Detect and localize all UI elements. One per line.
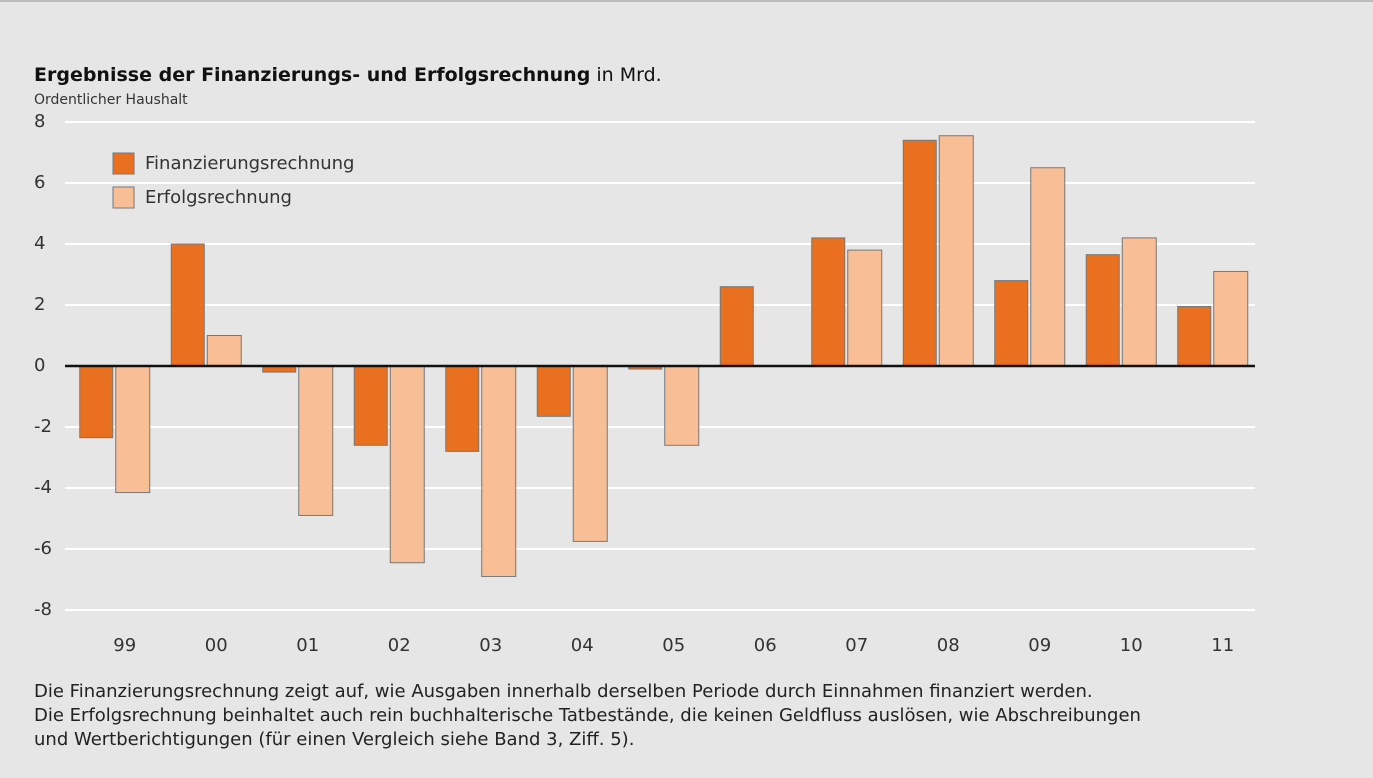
y-tick-label: 4 [34, 233, 45, 254]
x-tick-label: 09 [1028, 635, 1051, 656]
chart-title: Ergebnisse der Finanzierungs- und Erfolg… [34, 64, 662, 86]
bar [811, 237, 846, 367]
bar [536, 365, 571, 417]
x-tick-label: 06 [754, 635, 777, 656]
x-tick-label: 07 [845, 635, 868, 656]
bar [847, 249, 883, 367]
legend-label: Erfolgsrechnung [145, 187, 292, 208]
y-tick-label: -4 [34, 477, 52, 498]
bar [115, 365, 151, 494]
y-tick-label: -2 [34, 416, 52, 437]
footnote: und Wertberichtigungen (für einen Vergle… [34, 729, 634, 750]
x-tick-label: 11 [1211, 635, 1234, 656]
footnote: Die Erfolgsrechnung beinhaltet auch rein… [34, 705, 1141, 726]
bar [1213, 270, 1249, 367]
footnote: Die Finanzierungsrechnung zeigt auf, wie… [34, 681, 1093, 702]
y-tick-label: 0 [34, 355, 45, 376]
bar [572, 365, 608, 542]
title-unit: in Mrd. [596, 64, 661, 86]
y-tick-label: 6 [34, 172, 45, 193]
bar [664, 365, 700, 446]
y-tick-label: 2 [34, 294, 45, 315]
bar [206, 335, 242, 367]
bar [353, 365, 388, 446]
x-tick-label: 03 [479, 635, 502, 656]
legend-swatch [112, 186, 135, 209]
bar [445, 365, 480, 452]
x-tick-label: 04 [571, 635, 594, 656]
bar [481, 365, 517, 577]
x-tick-label: 08 [937, 635, 960, 656]
title-main: Ergebnisse der Finanzierungs- und Erfolg… [34, 64, 590, 86]
x-tick-label: 99 [113, 635, 136, 656]
bar [1085, 254, 1120, 367]
x-tick-label: 01 [296, 635, 319, 656]
y-tick-label: -6 [34, 538, 52, 559]
bar [389, 365, 425, 564]
bar [1030, 167, 1066, 367]
bar [994, 280, 1029, 367]
bar [1121, 237, 1157, 367]
bar [938, 135, 974, 367]
bar [170, 243, 205, 367]
bar [1177, 306, 1212, 367]
x-tick-label: 02 [388, 635, 411, 656]
legend-swatch [112, 152, 135, 175]
bar [902, 139, 937, 367]
y-tick-label: -8 [34, 599, 52, 620]
bar [298, 365, 334, 516]
legend-label: Finanzierungsrechnung [145, 153, 354, 174]
bar [79, 365, 114, 439]
x-tick-label: 00 [205, 635, 228, 656]
chart-subtitle: Ordentlicher Haushalt [34, 92, 188, 108]
y-tick-label: 8 [34, 111, 45, 132]
x-tick-label: 10 [1120, 635, 1143, 656]
bar [719, 286, 754, 367]
x-tick-label: 05 [662, 635, 685, 656]
